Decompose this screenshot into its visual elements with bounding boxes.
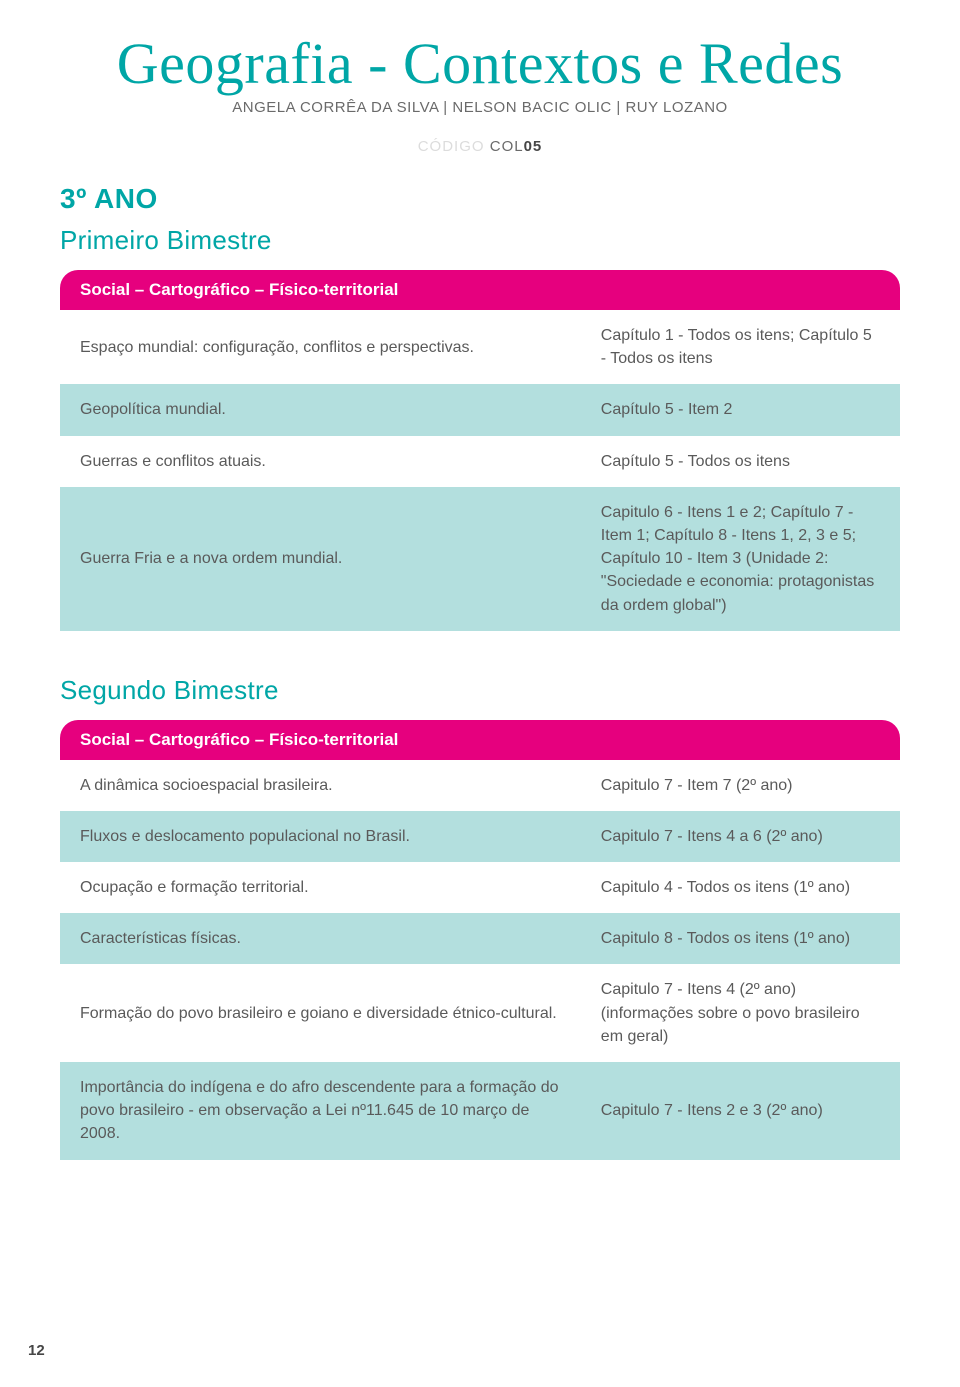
row-right: Capítulo 1 - Todos os itens; Capítulo 5 … <box>581 310 900 384</box>
year-label: 3º ANO <box>60 183 900 215</box>
table-row: Formação do povo brasileiro e goiano e d… <box>60 964 900 1062</box>
row-left: Guerras e conflitos atuais. <box>60 436 581 487</box>
row-right: Capítulo 5 - Item 2 <box>581 384 900 435</box>
row-right: Capitulo 8 - Todos os itens (1º ano) <box>581 913 900 964</box>
table-row: Características físicas. Capitulo 8 - To… <box>60 913 900 964</box>
row-left: Formação do povo brasileiro e goiano e d… <box>60 964 581 1062</box>
table-row: Fluxos e deslocamento populacional no Br… <box>60 811 900 862</box>
bimestre-2-table: A dinâmica socioespacial brasileira. Cap… <box>60 760 900 1160</box>
row-left: Espaço mundial: configuração, conflitos … <box>60 310 581 384</box>
row-left: A dinâmica socioespacial brasileira. <box>60 760 581 811</box>
code-main: COL <box>490 138 524 155</box>
table-row: Guerra Fria e a nova ordem mundial. Capi… <box>60 487 900 631</box>
bimestre-1-table: Espaço mundial: configuração, conflitos … <box>60 310 900 631</box>
row-left: Guerra Fria e a nova ordem mundial. <box>60 487 581 631</box>
bimestre-1-header: Social – Cartográfico – Físico-territori… <box>60 270 900 310</box>
row-left: Geopolítica mundial. <box>60 384 581 435</box>
row-left: Fluxos e deslocamento populacional no Br… <box>60 811 581 862</box>
code-bold: 05 <box>524 138 543 155</box>
bimestre-2-title: Segundo Bimestre <box>60 675 900 706</box>
page-number: 12 <box>28 1342 45 1359</box>
authors-line: ANGELA CORRÊA DA SILVA | NELSON BACIC OL… <box>60 99 900 116</box>
row-right: Capitulo 4 - Todos os itens (1º ano) <box>581 862 900 913</box>
table-row: Importância do indígena e do afro descen… <box>60 1062 900 1160</box>
row-left: Características físicas. <box>60 913 581 964</box>
row-right: Capítulo 5 - Todos os itens <box>581 436 900 487</box>
bimestre-1-title: Primeiro Bimestre <box>60 225 900 256</box>
row-right: Capitulo 6 - Itens 1 e 2; Capítulo 7 - I… <box>581 487 900 631</box>
code-line: CÓDIGO COL05 <box>60 138 900 155</box>
row-right: Capitulo 7 - Itens 4 a 6 (2º ano) <box>581 811 900 862</box>
table-row: A dinâmica socioespacial brasileira. Cap… <box>60 760 900 811</box>
table-row: Ocupação e formação territorial. Capitul… <box>60 862 900 913</box>
table-row: Espaço mundial: configuração, conflitos … <box>60 310 900 384</box>
bimestre-2-header: Social – Cartográfico – Físico-territori… <box>60 720 900 760</box>
table-row: Guerras e conflitos atuais. Capítulo 5 -… <box>60 436 900 487</box>
row-right: Capitulo 7 - Itens 4 (2º ano) (informaçõ… <box>581 964 900 1062</box>
table-row: Geopolítica mundial. Capítulo 5 - Item 2 <box>60 384 900 435</box>
row-left: Importância do indígena e do afro descen… <box>60 1062 581 1160</box>
code-prefix: CÓDIGO <box>418 138 490 155</box>
row-right: Capitulo 7 - Item 7 (2º ano) <box>581 760 900 811</box>
row-right: Capitulo 7 - Itens 2 e 3 (2º ano) <box>581 1062 900 1160</box>
page-title: Geografia - Contextos e Redes <box>60 30 900 97</box>
row-left: Ocupação e formação territorial. <box>60 862 581 913</box>
